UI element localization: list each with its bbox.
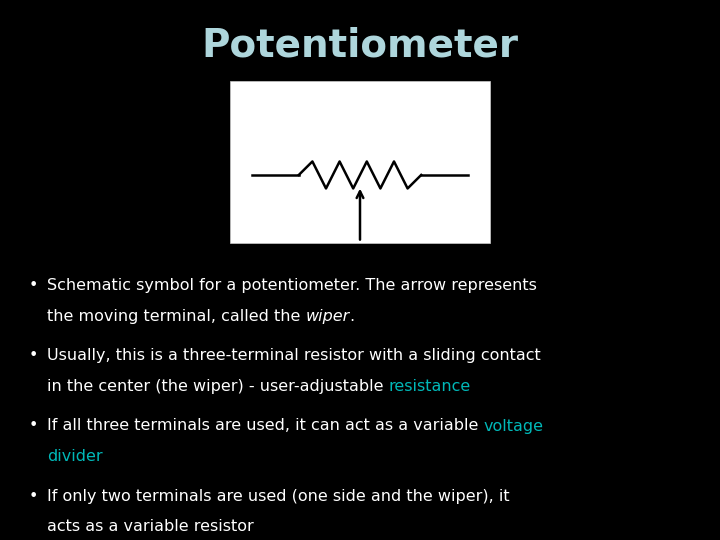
Text: •: •: [29, 278, 38, 293]
Text: If only two terminals are used (one side and the wiper), it: If only two terminals are used (one side…: [47, 489, 510, 504]
Text: acts as a variable resistor: acts as a variable resistor: [47, 519, 253, 535]
Text: the moving terminal, called the: the moving terminal, called the: [47, 309, 305, 324]
Text: Usually, this is a three-terminal resistor with a sliding contact: Usually, this is a three-terminal resist…: [47, 348, 541, 363]
Text: •: •: [29, 418, 38, 434]
Text: •: •: [29, 489, 38, 504]
Text: •: •: [29, 348, 38, 363]
Text: Potentiometer: Potentiometer: [202, 27, 518, 65]
Text: in the center (the wiper) - user-adjustable: in the center (the wiper) - user-adjusta…: [47, 379, 388, 394]
Text: If all three terminals are used, it can act as a variable: If all three terminals are used, it can …: [47, 418, 483, 434]
Text: divider: divider: [47, 449, 102, 464]
Text: Schematic symbol for a potentiometer. The arrow represents: Schematic symbol for a potentiometer. Th…: [47, 278, 536, 293]
Text: .: .: [349, 309, 355, 324]
Text: voltage: voltage: [483, 418, 544, 434]
FancyBboxPatch shape: [230, 81, 490, 243]
Text: resistance: resistance: [388, 379, 471, 394]
Text: wiper: wiper: [305, 309, 349, 324]
